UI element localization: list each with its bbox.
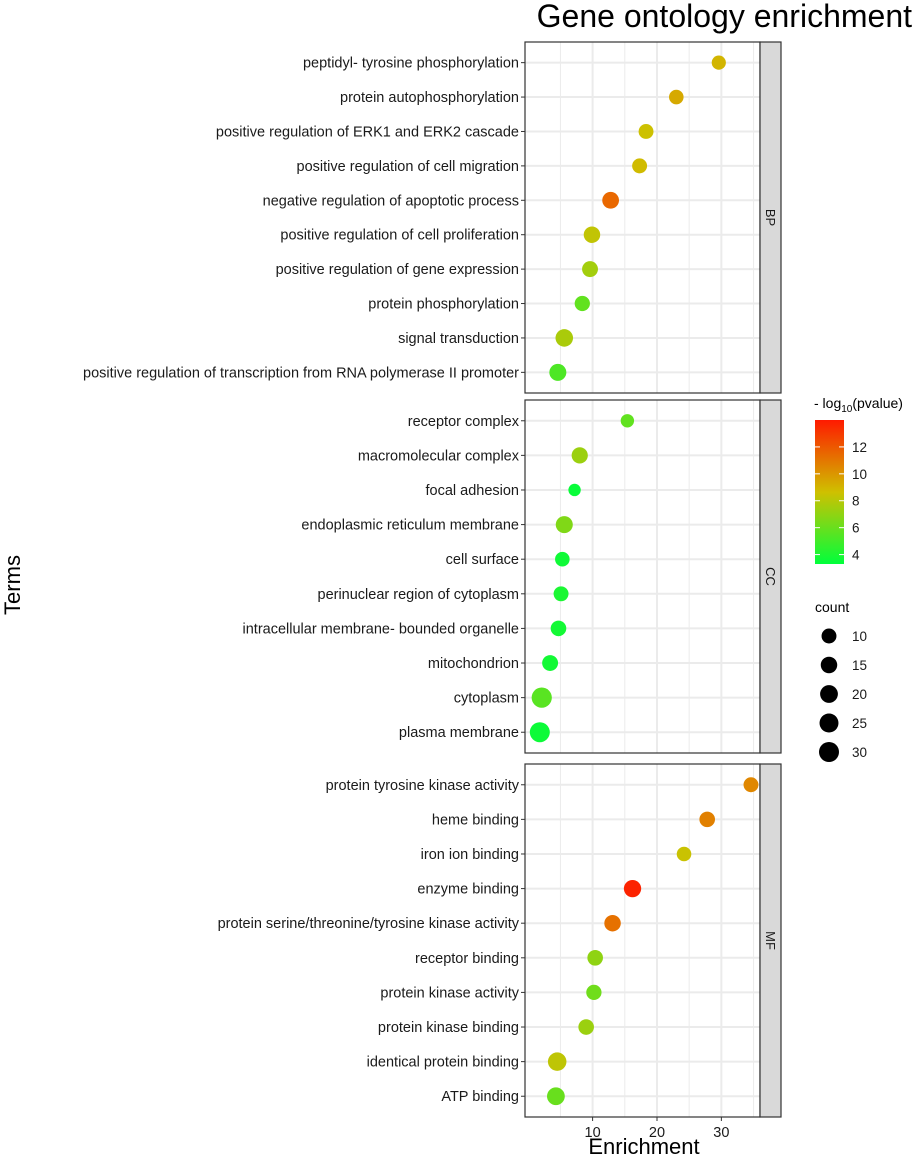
x-axis-label: Enrichment xyxy=(588,1134,699,1159)
data-point: focal adhesion xyxy=(568,483,581,497)
data-point: positive regulation of transcription fro… xyxy=(549,363,567,381)
term-label: positive regulation of ERK1 and ERK2 cas… xyxy=(216,124,519,140)
term-label: protein phosphorylation xyxy=(368,297,519,313)
data-point: positive regulation of ERK1 and ERK2 cas… xyxy=(638,124,654,139)
size-legend-dot xyxy=(821,628,837,644)
chart-title: Gene ontology enrichment xyxy=(537,0,912,34)
data-point: endoplasmic reticulum membrane xyxy=(555,516,573,534)
term-label: cytoplasm xyxy=(454,691,519,707)
data-point: cytoplasm xyxy=(531,687,552,708)
facet-strip-label: CC xyxy=(763,567,778,586)
term-label: ATP binding xyxy=(441,1089,519,1105)
data-point: enzyme binding xyxy=(623,879,642,898)
data-point: cell surface xyxy=(555,551,570,567)
data-point: positive regulation of cell migration xyxy=(632,158,648,174)
term-label: protein kinase activity xyxy=(380,985,519,1001)
color-bar-tick-label: 10 xyxy=(852,467,867,482)
size-legend-label: 25 xyxy=(852,716,867,731)
size-legend-label: 10 xyxy=(852,629,867,644)
term-label: positive regulation of transcription fro… xyxy=(83,365,519,381)
facet-strip-label: BP xyxy=(763,209,778,226)
data-point: heme binding xyxy=(699,811,716,828)
color-bar-tick-label: 6 xyxy=(852,521,860,536)
facet-strip-label: MF xyxy=(763,931,778,950)
size-legend-dot xyxy=(820,685,838,703)
term-label: positive regulation of gene expression xyxy=(276,262,519,278)
data-point: intracellular membrane- bounded organell… xyxy=(550,620,567,637)
facet-strip xyxy=(759,41,782,394)
data-point: protein serine/threonine/tyrosine kinase… xyxy=(604,914,621,932)
facet-panel-cc: receptor complex macromolecular complex fo… xyxy=(243,399,782,754)
facet-panel-mf: protein tyrosine kinase activity heme bin… xyxy=(218,763,782,1118)
data-point: macromolecular complex xyxy=(571,447,588,464)
term-label: plasma membrane xyxy=(399,725,519,741)
term-label: iron ion binding xyxy=(421,847,519,863)
term-label: protein kinase binding xyxy=(378,1020,519,1036)
data-point: negative regulation of apoptotic process xyxy=(602,191,620,209)
term-label: endoplasmic reticulum membrane xyxy=(301,518,519,534)
term-label: receptor binding xyxy=(415,951,519,967)
data-point: perinuclear region of cytoplasm xyxy=(553,586,569,602)
data-point: mitochondrion xyxy=(542,655,559,671)
y-axis-label: Terms xyxy=(0,555,25,615)
data-point: iron ion binding xyxy=(676,846,692,862)
term-label: protein serine/threonine/tyrosine kinase… xyxy=(218,916,520,932)
term-label: enzyme binding xyxy=(417,882,519,898)
color-bar-tick-label: 4 xyxy=(852,548,860,563)
size-legend-label: 20 xyxy=(852,687,867,702)
data-point: positive regulation of cell proliferatio… xyxy=(583,226,601,243)
color-bar-tick-label: 12 xyxy=(852,440,867,455)
term-label: mitochondrion xyxy=(428,656,519,672)
x-axis: 10 20 30 xyxy=(585,1117,729,1141)
term-label: positive regulation of cell proliferatio… xyxy=(280,228,519,244)
data-point: positive regulation of gene expression xyxy=(582,261,598,278)
facet-strip xyxy=(759,763,782,1118)
term-label: perinuclear region of cytoplasm xyxy=(318,587,520,603)
term-label: intracellular membrane- bounded organell… xyxy=(243,621,519,637)
data-point: identical protein binding xyxy=(547,1052,567,1071)
data-point: protein tyrosine kinase activity xyxy=(743,777,759,793)
data-point: receptor binding xyxy=(587,950,603,966)
data-point: protein phosphorylation xyxy=(574,295,590,312)
data-point: protein kinase binding xyxy=(578,1019,594,1035)
term-label: positive regulation of cell migration xyxy=(297,159,519,175)
size-legend-label: 30 xyxy=(852,745,867,760)
size-legend-dot xyxy=(820,656,838,674)
term-label: peptidyl- tyrosine phosphorylation xyxy=(303,56,519,72)
data-point: ATP binding xyxy=(547,1087,565,1106)
data-point: protein kinase activity xyxy=(586,984,602,1001)
data-point: protein autophosphorylation xyxy=(669,89,684,105)
color-legend-title: - log10(pvalue) xyxy=(814,395,903,415)
color-bar xyxy=(815,420,844,564)
facet-strip xyxy=(759,399,782,754)
x-tick-label: 10 xyxy=(585,1125,601,1141)
term-label: macromolecular complex xyxy=(358,448,520,464)
legend: - log10(pvalue) 4 6 8 10 12 count 10 15 20 25 30 xyxy=(814,395,903,762)
data-point: peptidyl- tyrosine phosphorylation xyxy=(711,55,726,70)
size-legend-title: count xyxy=(815,599,849,615)
data-point: receptor complex xyxy=(620,414,635,428)
facet-panel-bp: peptidyl- tyrosine phosphorylation protei… xyxy=(83,41,782,394)
term-label: protein autophosphorylation xyxy=(340,90,519,106)
size-legend-dot xyxy=(819,713,839,733)
color-bar-tick-label: 8 xyxy=(852,494,860,509)
term-label: protein tyrosine kinase activity xyxy=(326,778,520,794)
size-legend-dot xyxy=(819,742,839,762)
term-label: signal transduction xyxy=(398,331,519,347)
data-point: plasma membrane xyxy=(529,722,550,743)
term-label: heme binding xyxy=(432,812,519,828)
term-label: focal adhesion xyxy=(425,483,519,499)
term-label: receptor complex xyxy=(408,414,520,430)
term-label: identical protein binding xyxy=(367,1055,519,1071)
x-tick-label: 30 xyxy=(713,1125,729,1141)
term-label: cell surface xyxy=(446,552,519,568)
x-tick-label: 20 xyxy=(649,1125,665,1141)
data-point: signal transduction xyxy=(555,329,574,347)
term-label: negative regulation of apoptotic process xyxy=(263,193,519,209)
size-legend-label: 15 xyxy=(852,658,867,673)
